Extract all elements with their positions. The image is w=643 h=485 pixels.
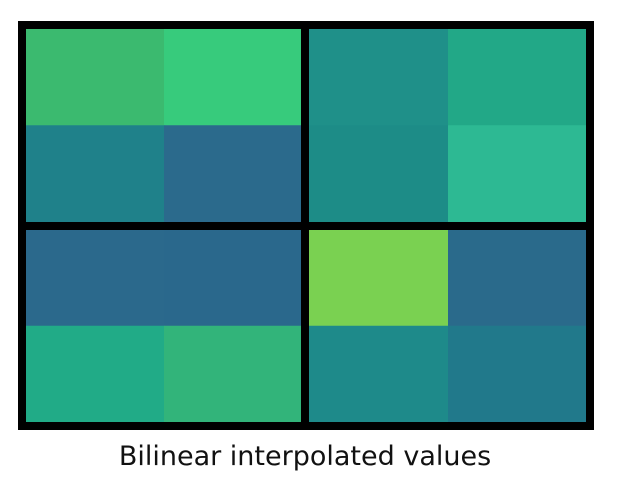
grid-cell-r3-c2	[306, 325, 449, 427]
grid-cell-r3-c1	[164, 325, 307, 427]
grid-cell-r2-c1	[164, 225, 307, 327]
grid-cell-r2-c3	[448, 225, 591, 327]
grid-cell-r3-c0	[22, 325, 165, 427]
grid-cell-r1-c1	[164, 125, 307, 226]
grid-cell-r1-c3	[448, 125, 591, 226]
grid-cell-r0-c3	[448, 25, 591, 126]
grid-frame	[18, 21, 594, 430]
grid-cell-r1-c2	[306, 125, 449, 226]
grid-cell-r0-c2	[306, 25, 449, 126]
grid-cell-r2-c0	[22, 225, 165, 327]
grid-cell-r3-c3	[448, 325, 591, 427]
grid-cell-r0-c0	[22, 25, 165, 126]
grid-cell-r0-c1	[164, 25, 307, 126]
grid-cell-r2-c2	[306, 225, 449, 327]
grid-cells	[22, 25, 591, 427]
figure-caption: Bilinear interpolated values	[118, 441, 492, 472]
grid-cell-r1-c0	[22, 125, 165, 226]
